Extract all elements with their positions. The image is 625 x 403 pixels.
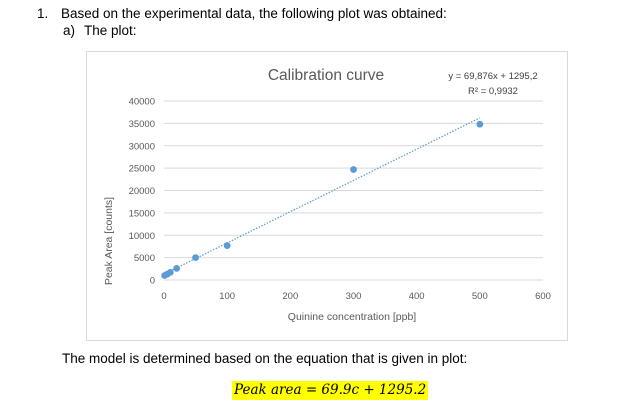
- x-tick-label: 400: [409, 291, 425, 302]
- calibration-chart: 0500010000150002000025000300003500040000…: [103, 67, 551, 323]
- question-number: 1.: [37, 6, 49, 21]
- x-tick-label: 300: [346, 291, 362, 302]
- y-tick-label: 20000: [129, 186, 155, 197]
- data-point: [476, 120, 484, 128]
- tick-labels: 0500010000150002000025000300003500040000…: [129, 97, 551, 303]
- data-point: [223, 242, 231, 249]
- data-point: [166, 268, 174, 276]
- sub-question-text: The plot:: [84, 23, 137, 38]
- data-point: [350, 166, 357, 173]
- y-axis-label: Peak Area [counts]: [103, 197, 115, 285]
- y-tick-label: 30000: [129, 141, 155, 152]
- model-statement: The model is determined based on the equ…: [62, 351, 468, 366]
- y-tick-label: 15000: [129, 208, 155, 219]
- chart-frame: 0 5000 10000 15000 20000 25000 30000 35000 40000…: [86, 51, 568, 341]
- data-points: [161, 120, 484, 279]
- x-tick-label: 200: [282, 291, 298, 302]
- grid: [164, 100, 543, 281]
- y-tick-label: 5000: [134, 253, 155, 264]
- chart-title: Calibration curve: [268, 67, 384, 84]
- y-tick-label: 10000: [129, 231, 155, 242]
- trendline-equation: y = 69,876x + 1295,2: [448, 71, 537, 82]
- sub-question-label: a): [63, 23, 76, 38]
- question-text: Based on the experimental data, the foll…: [61, 6, 447, 21]
- x-tick-label: 0: [161, 291, 166, 302]
- y-tick-label: 40000: [129, 97, 155, 108]
- data-point: [192, 254, 199, 262]
- x-tick-label: 100: [219, 291, 235, 302]
- y-tick-label: 0: [150, 276, 155, 287]
- y-tick-label: 25000: [129, 164, 155, 175]
- data-point: [173, 264, 181, 272]
- trendline-layer: [164, 117, 481, 275]
- x-tick-label: 500: [472, 291, 488, 302]
- y-tick-label: 35000: [129, 119, 155, 130]
- trendline-r2: R² = 0,9932: [468, 86, 518, 97]
- highlighted-equation: Peak area = 69.9c + 1295.2: [232, 381, 429, 400]
- x-axis-label: Quinine concentration [ppb]: [288, 311, 417, 323]
- trendline: [164, 117, 481, 275]
- x-tick-label: 600: [535, 291, 551, 302]
